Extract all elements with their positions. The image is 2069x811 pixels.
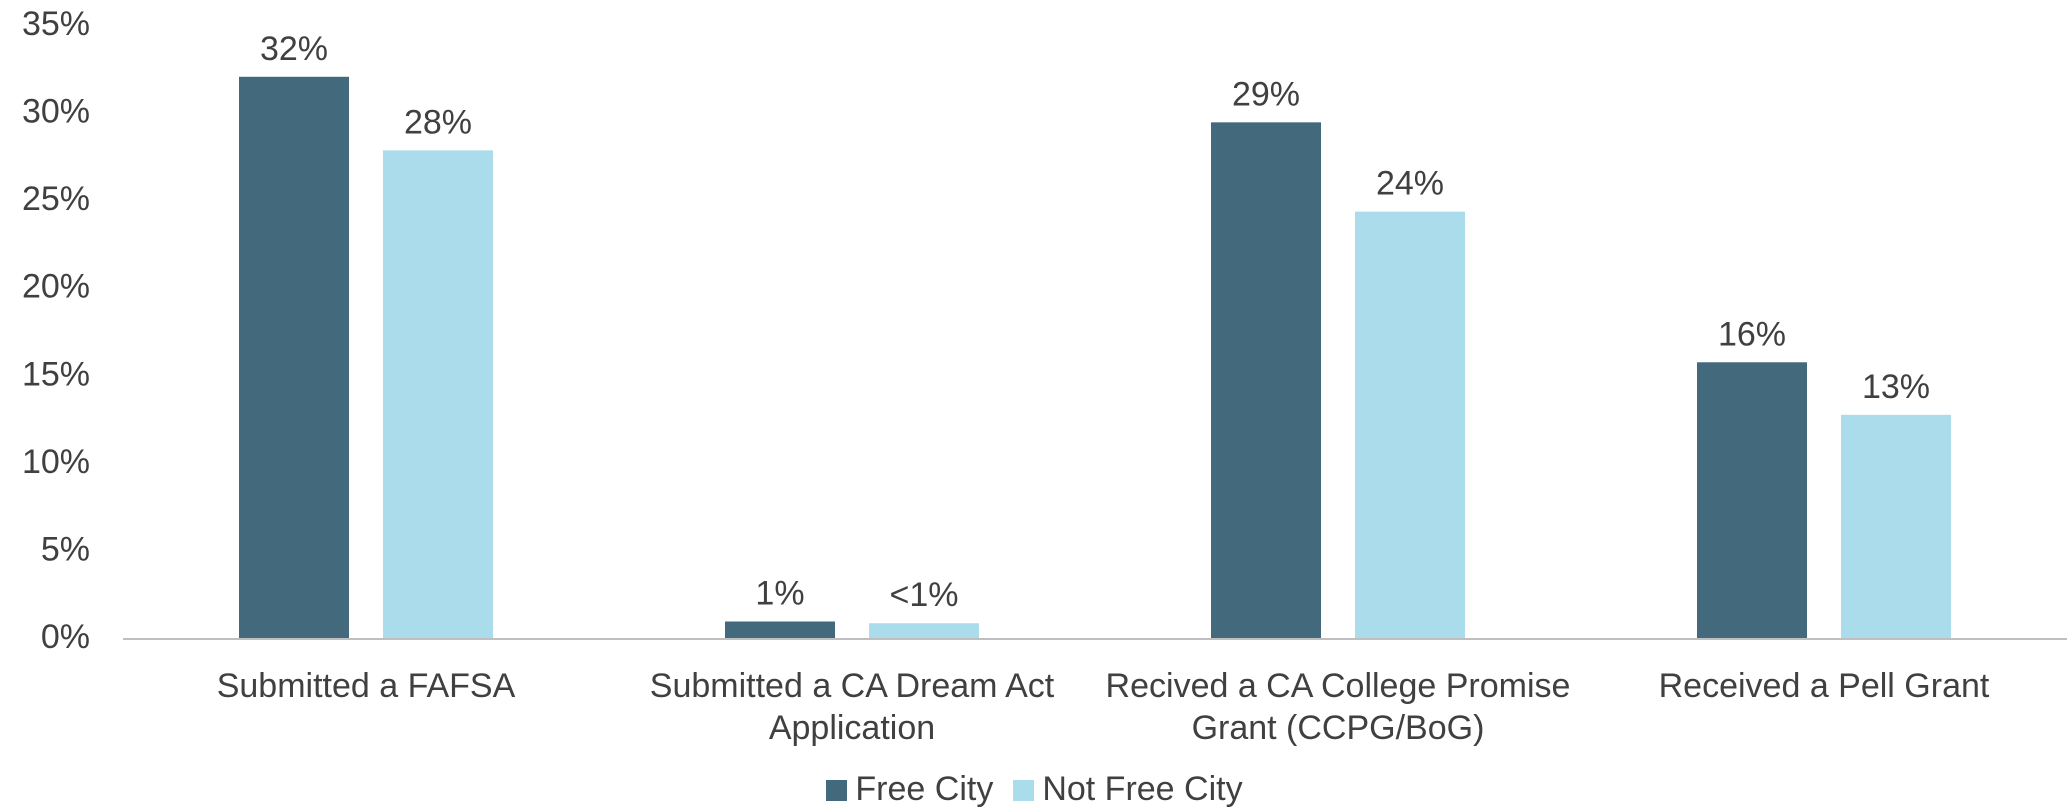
- bar: [869, 623, 979, 639]
- x-tick-label: Recived a CA College Promise Grant (CCPG…: [1105, 667, 1571, 747]
- y-tick-label: 35%: [22, 5, 90, 43]
- x-tick-label: Submitted a CA Dream Act Application: [649, 667, 1055, 747]
- bar: [1211, 122, 1321, 640]
- y-tick-label: 25%: [22, 180, 90, 218]
- y-tick-label: 30%: [22, 93, 90, 131]
- y-tick-label: 0%: [41, 618, 90, 656]
- data-label: 1%: [755, 574, 804, 612]
- bar: [383, 150, 493, 639]
- data-label: 24%: [1376, 165, 1444, 203]
- y-tick-label: 10%: [22, 443, 90, 481]
- y-tick-label: 5%: [41, 530, 90, 568]
- legend: Free City Not Free City: [0, 770, 2069, 809]
- data-label: 29%: [1232, 75, 1300, 113]
- data-label: 32%: [260, 30, 328, 68]
- legend-item: Not Free City: [1013, 770, 1243, 808]
- legend-swatch: [1013, 780, 1035, 801]
- bar: [1841, 414, 1951, 639]
- data-label: 16%: [1718, 315, 1786, 353]
- legend-label: Not Free City: [1042, 770, 1243, 808]
- y-tick-label: 20%: [22, 268, 90, 306]
- y-tick-label: 15%: [22, 355, 90, 393]
- bar: [725, 621, 835, 639]
- x-tick-label: Submitted a FAFSA: [216, 667, 516, 705]
- legend-label: Free City: [855, 770, 994, 808]
- data-label: 13%: [1862, 368, 1930, 406]
- data-label: 28%: [404, 103, 472, 141]
- bar: [1697, 362, 1807, 639]
- bar: [1355, 211, 1465, 639]
- bar: [239, 76, 349, 639]
- x-tick-label: Received a Pell Grant: [1658, 667, 1990, 705]
- data-label: <1%: [890, 576, 959, 614]
- legend-swatch: [826, 780, 848, 801]
- legend-item: Free City: [826, 770, 993, 808]
